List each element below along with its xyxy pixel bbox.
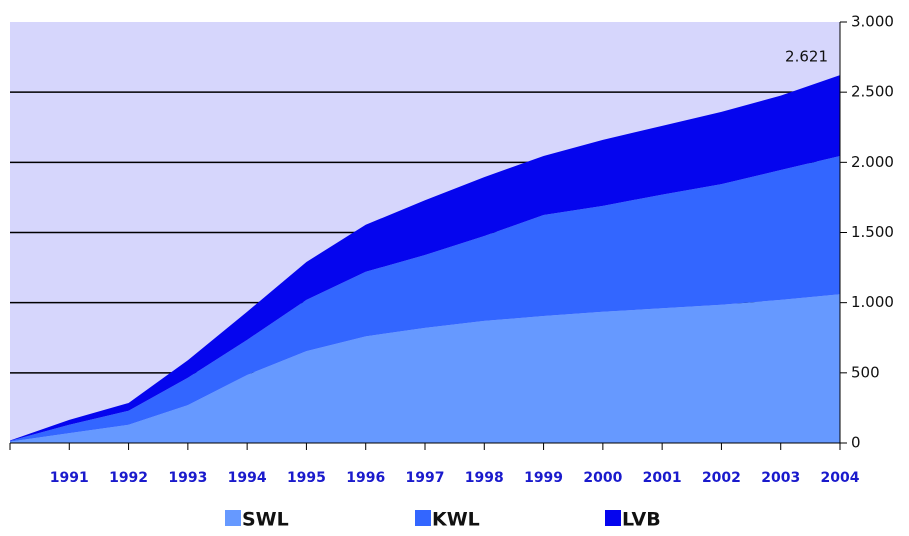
legend-label: SWL bbox=[242, 509, 289, 531]
y-tick-label: 0 bbox=[851, 434, 861, 452]
x-tick-label: 2003 bbox=[761, 470, 800, 486]
x-tick-label: 1993 bbox=[168, 470, 207, 486]
x-tick-label: 1992 bbox=[109, 470, 148, 486]
x-tick-label: 2001 bbox=[643, 470, 682, 486]
x-tick-label: 2000 bbox=[583, 470, 622, 486]
y-tick-label: 500 bbox=[851, 363, 880, 381]
legend-swatch bbox=[225, 510, 241, 526]
area bbox=[10, 75, 840, 441]
area bbox=[10, 294, 840, 443]
y-tick-label: 3.000 bbox=[851, 13, 894, 31]
x-tick-label: 1999 bbox=[524, 470, 563, 486]
y-tick-label: 2.000 bbox=[851, 153, 894, 171]
x-tick-label: 1994 bbox=[228, 470, 267, 486]
legend-label: LVB bbox=[622, 509, 661, 531]
x-tick-label: 1996 bbox=[346, 470, 385, 486]
x-tick-label: 2002 bbox=[702, 470, 741, 486]
legend-swatch bbox=[605, 510, 621, 526]
legend-swatch bbox=[415, 510, 431, 526]
legend-label: KWL bbox=[432, 509, 480, 531]
x-tick-label: 1998 bbox=[465, 470, 504, 486]
y-tick-label: 1.000 bbox=[851, 293, 894, 311]
x-tick-label: 1991 bbox=[50, 470, 89, 486]
x-tick-label: 1997 bbox=[406, 470, 445, 486]
area bbox=[10, 156, 840, 442]
x-tick-label: 1995 bbox=[287, 470, 326, 486]
y-tick-label: 2.500 bbox=[851, 83, 894, 101]
annotation: 2.621 bbox=[785, 48, 828, 66]
y-tick-label: 1.500 bbox=[851, 223, 894, 241]
x-tick-label: 2004 bbox=[821, 470, 860, 486]
